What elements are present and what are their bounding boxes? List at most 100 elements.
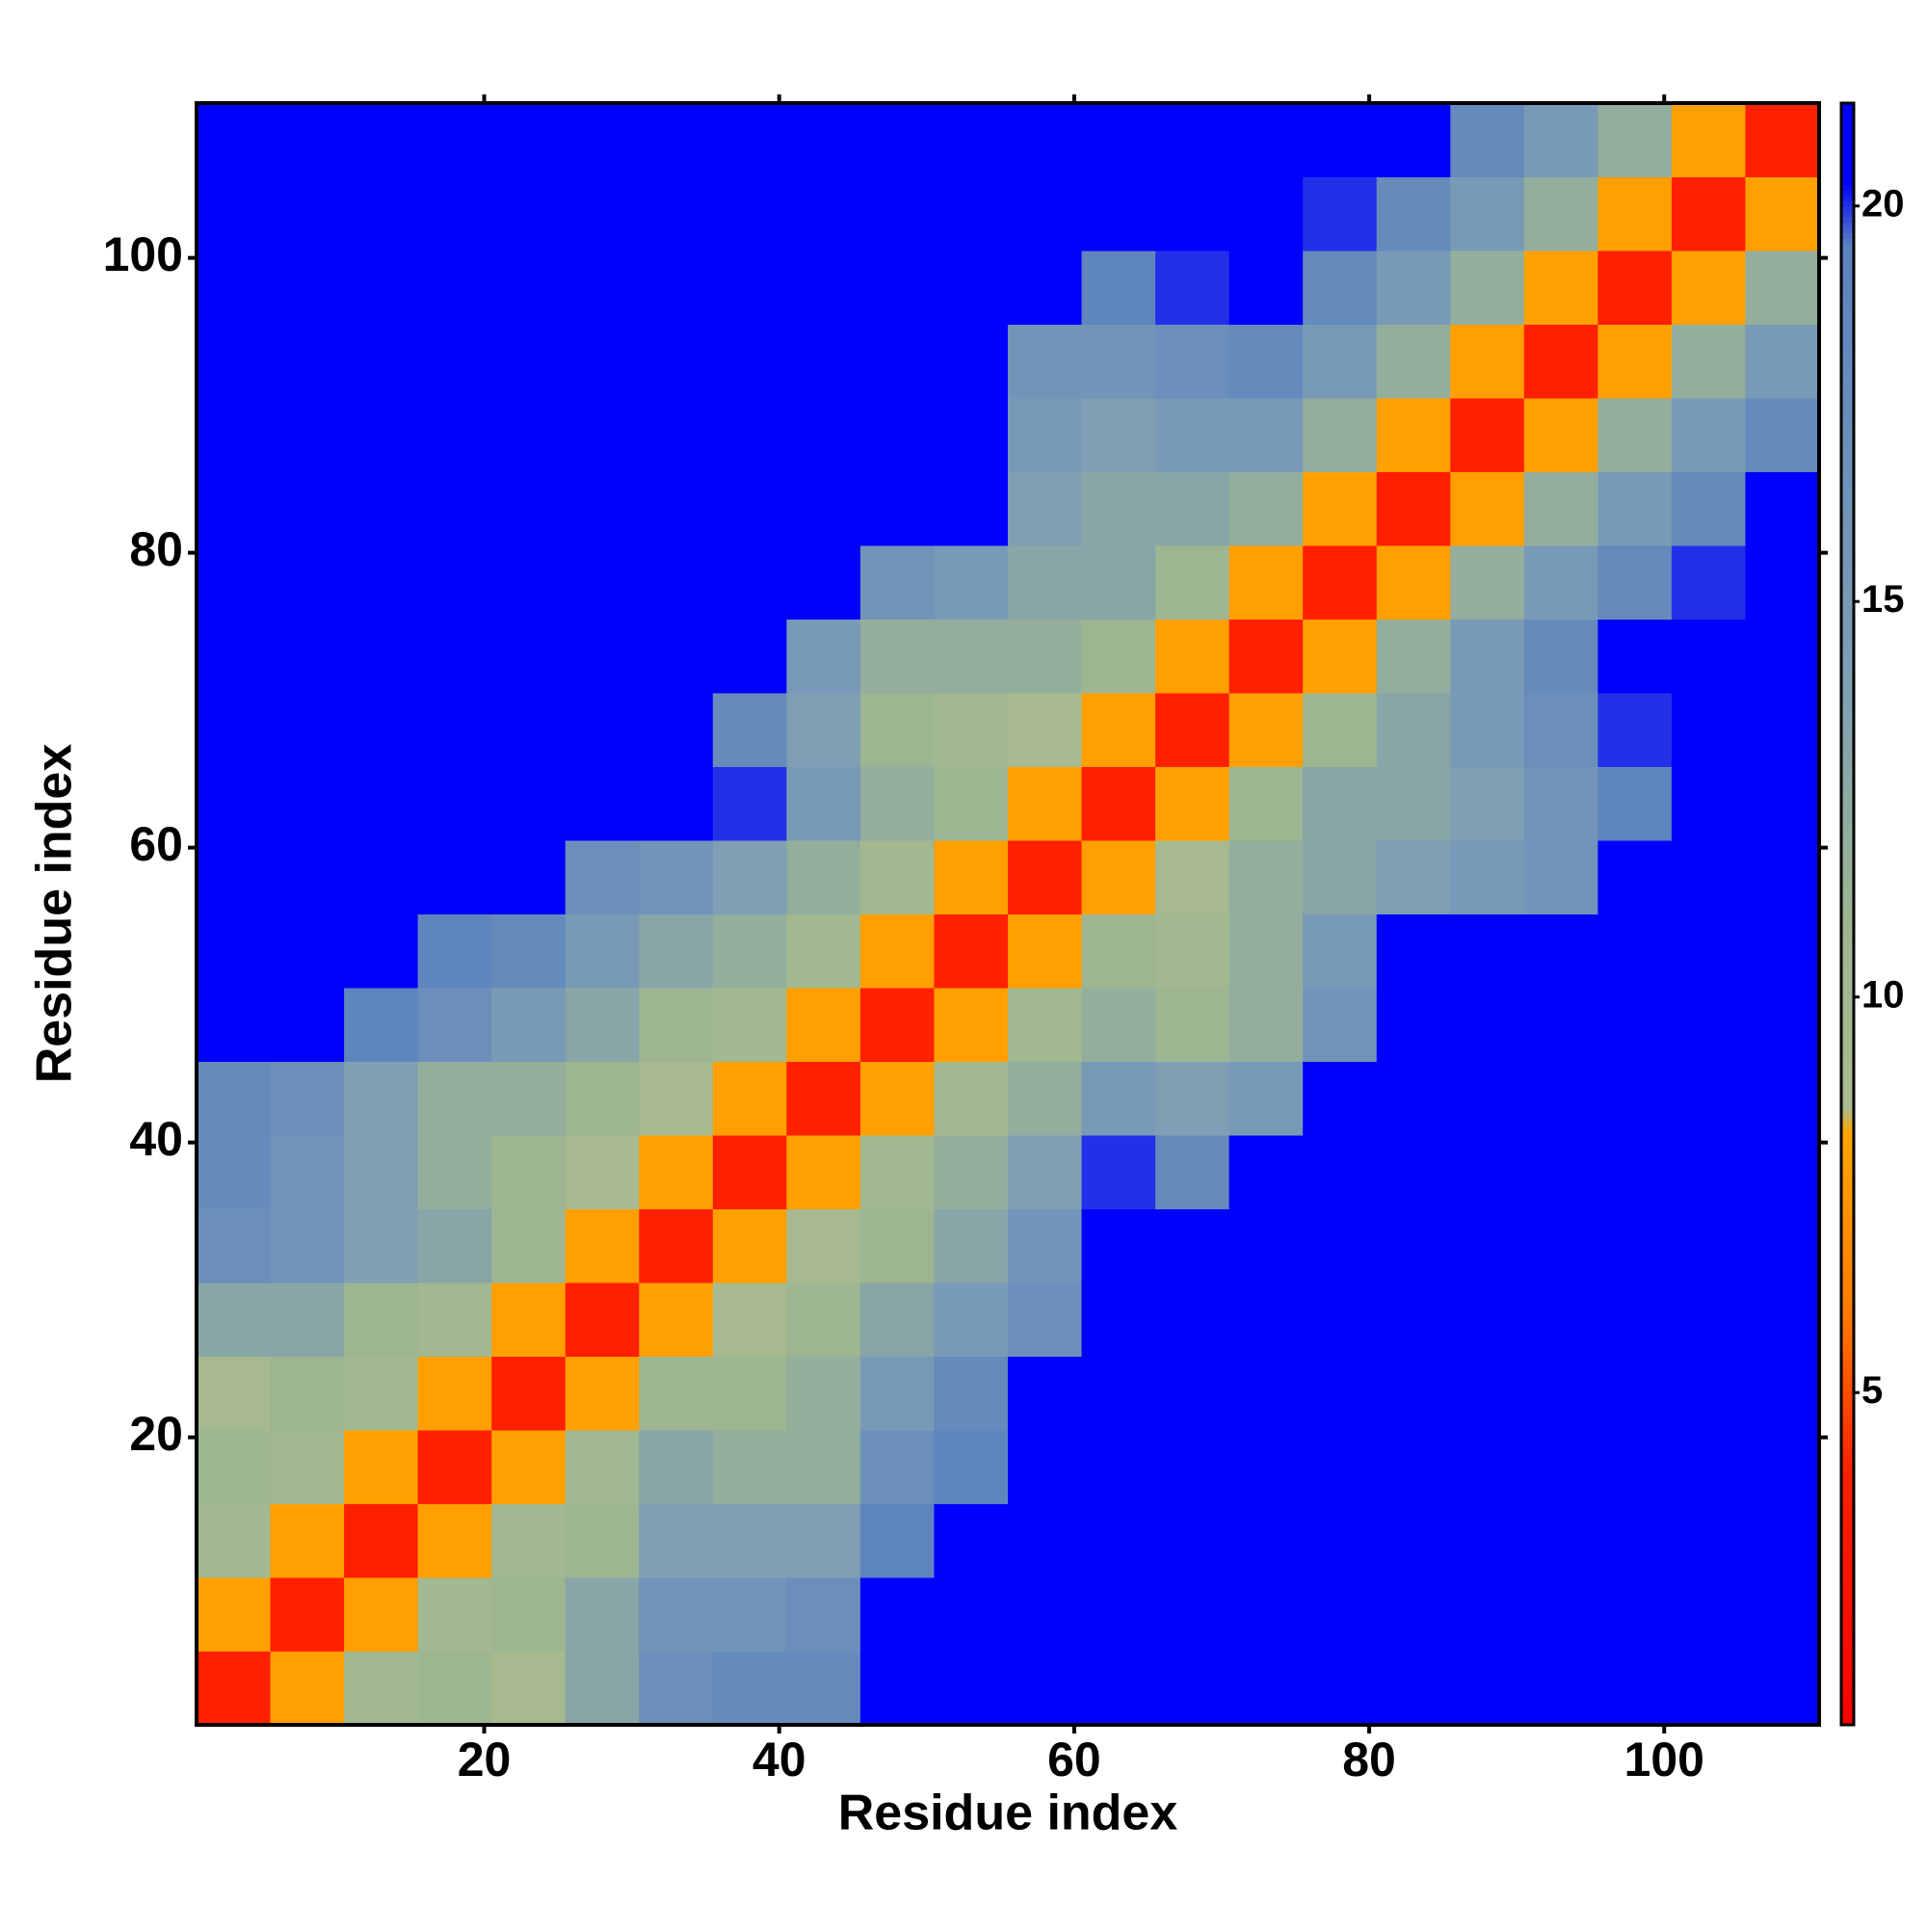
heatmap-cell [1303, 545, 1378, 620]
colorbar-segment [1841, 675, 1854, 682]
colorbar-segment [1841, 476, 1854, 483]
heatmap-cell [417, 913, 492, 989]
heatmap-cell [1228, 619, 1304, 694]
heatmap-cell [491, 1577, 567, 1652]
heatmap-cell [1597, 324, 1673, 399]
heatmap-cell [1523, 251, 1598, 325]
heatmap-cell [859, 693, 935, 767]
heatmap-cell [1155, 1577, 1230, 1652]
colorbar-segment [1841, 573, 1854, 580]
heatmap-cell [1228, 1577, 1304, 1652]
plot-border [195, 101, 1821, 1727]
colorbar-segment [1841, 1195, 1854, 1202]
colorbar-segment [1841, 1632, 1854, 1639]
colorbar-segment [1841, 1589, 1854, 1596]
colorbar-segment [1841, 860, 1854, 866]
heatmap-cell [1671, 693, 1746, 767]
colorbar-segment [1841, 389, 1854, 396]
heatmap-cell [934, 693, 1009, 767]
heatmap-cell [344, 1135, 419, 1209]
heatmap-cell [1671, 913, 1746, 989]
colorbar-segment [1841, 908, 1854, 915]
colorbar-segment [1841, 1021, 1854, 1028]
colorbar-segment [1841, 313, 1854, 320]
colorbar-tick-label: 10 [1861, 973, 1905, 1016]
heatmap-cell [786, 1135, 861, 1209]
colorbar-segment [1841, 659, 1854, 667]
heatmap-cell [1450, 176, 1525, 251]
colorbar-segment [1841, 940, 1854, 947]
heatmap-cell [344, 545, 419, 620]
heatmap-cell [270, 766, 345, 841]
colorbar-segment [1841, 1238, 1854, 1245]
heatmap-cell [786, 398, 861, 472]
colorbar-segment [1841, 897, 1854, 904]
heatmap-cell [1228, 913, 1304, 989]
colorbar-segment [1841, 254, 1854, 261]
heatmap-cell [1081, 1577, 1156, 1652]
heatmap-cell [786, 1356, 861, 1431]
colorbar-segment [1841, 1114, 1854, 1121]
heatmap-cell [197, 545, 272, 620]
heatmap-cell [491, 251, 567, 325]
heatmap-cell [639, 471, 714, 546]
heatmap-cell [639, 1430, 714, 1504]
heatmap-cell [1155, 176, 1230, 251]
heatmap-cell [344, 1651, 419, 1726]
heatmap-cell [712, 1430, 787, 1504]
heatmap-cell [565, 913, 640, 989]
heatmap-cell [639, 766, 714, 841]
heatmap-cell [786, 1577, 861, 1652]
heatmap-cell [1228, 1061, 1304, 1136]
heatmap-cell [1155, 766, 1230, 841]
colorbar-segment [1841, 1119, 1854, 1125]
heatmap-cell [1228, 1208, 1304, 1284]
colorbar-segment [1841, 449, 1854, 456]
heatmap-cell [934, 176, 1009, 251]
heatmap-cell [270, 1135, 345, 1209]
heatmap-cell [565, 1430, 640, 1504]
heatmap-cell [1155, 1283, 1230, 1357]
colorbar-segment [1841, 1502, 1854, 1510]
heatmap-cell [1303, 1503, 1378, 1578]
heatmap-cell [1155, 398, 1230, 472]
heatmap-cell [1081, 398, 1156, 472]
x-tick-label: 60 [1047, 1733, 1101, 1786]
colorbar-segment [1841, 1351, 1854, 1359]
heatmap-cell [1450, 324, 1525, 399]
heatmap-cell [1671, 1208, 1746, 1284]
heatmap-cell [639, 176, 714, 251]
heatmap-cell [1081, 693, 1156, 767]
heatmap-cell [1008, 176, 1083, 251]
heatmap-cell [1597, 251, 1673, 325]
heatmap-cell [1450, 1577, 1525, 1652]
colorbar-segment [1841, 1622, 1854, 1628]
heatmap-cell [1523, 1061, 1598, 1136]
colorbar-segment [1841, 1173, 1854, 1179]
heatmap-cell [491, 176, 567, 251]
heatmap-cell [1155, 619, 1230, 694]
heatmap-cell [1523, 1430, 1598, 1504]
heatmap-cell [712, 176, 787, 251]
heatmap-cell [344, 176, 419, 251]
colorbar-segment [1841, 103, 1854, 110]
heatmap-cell [565, 1651, 640, 1726]
heatmap-cell [639, 324, 714, 399]
heatmap-cell [1745, 840, 1820, 914]
colorbar-segment [1841, 437, 1854, 445]
heatmap-cell [712, 1061, 787, 1136]
heatmap-cell [1008, 471, 1083, 546]
colorbar-segment [1841, 752, 1854, 758]
heatmap-cell [1081, 1430, 1156, 1504]
colorbar-segment [1841, 249, 1854, 255]
heatmap-cell [565, 1135, 640, 1209]
heatmap-cell [1303, 1577, 1378, 1652]
heatmap-cell [1671, 1135, 1746, 1209]
heatmap-cell [1303, 103, 1378, 177]
heatmap-cell [1597, 1577, 1673, 1652]
heatmap-cell [859, 103, 935, 177]
colorbar-segment [1841, 1281, 1854, 1288]
heatmap-cell [1008, 619, 1083, 694]
heatmap-cell [1376, 988, 1451, 1062]
colorbar-segment [1841, 1319, 1854, 1326]
